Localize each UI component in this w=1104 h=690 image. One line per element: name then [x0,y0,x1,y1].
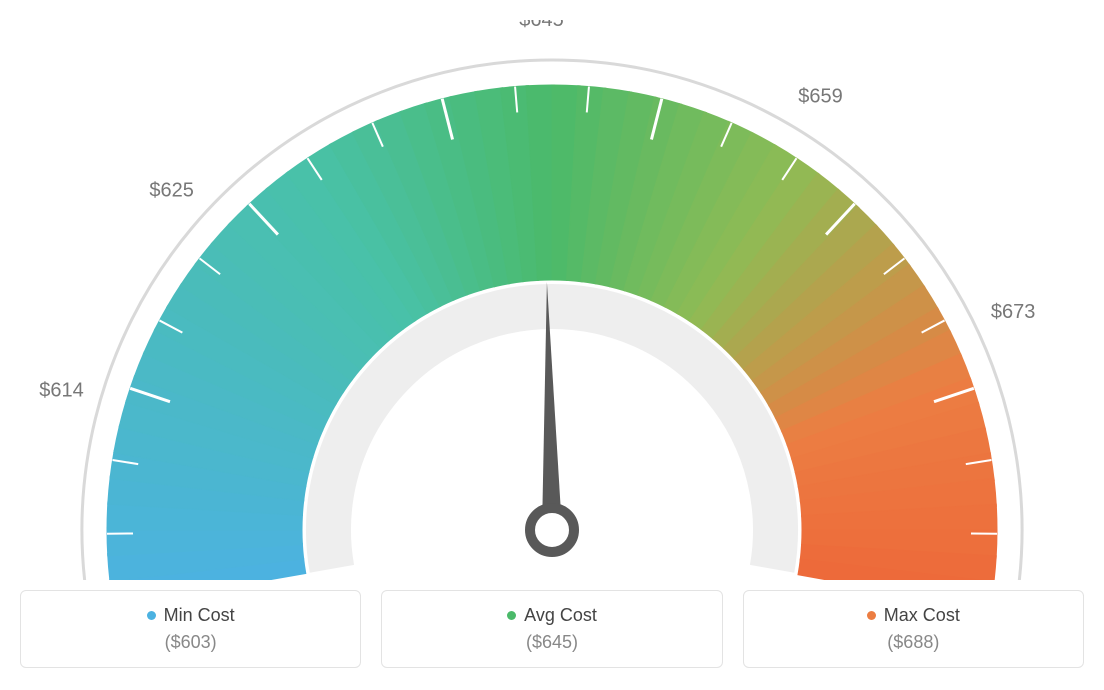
legend-label-min: Min Cost [164,605,235,626]
legend-value-min: ($603) [31,632,350,653]
legend-value-avg: ($645) [392,632,711,653]
cost-gauge: $603$614$625$645$659$673$688 [20,20,1084,580]
legend-card-avg: Avg Cost ($645) [381,590,722,668]
gauge-scale-label: $614 [39,379,84,401]
legend-card-min: Min Cost ($603) [20,590,361,668]
legend-label-max: Max Cost [884,605,960,626]
gauge-needle-hub [530,508,574,552]
gauge-scale-label: $659 [798,85,843,107]
gauge-scale-label: $673 [991,301,1036,323]
legend-dot-avg [507,611,516,620]
legend-card-max: Max Cost ($688) [743,590,1084,668]
gauge-scale-label: $645 [519,20,564,31]
legend-dot-min [147,611,156,620]
legend-row: Min Cost ($603) Avg Cost ($645) Max Cost… [20,590,1084,668]
legend-label-avg: Avg Cost [524,605,597,626]
legend-value-max: ($688) [754,632,1073,653]
gauge-svg: $603$614$625$645$659$673$688 [20,20,1084,580]
legend-dot-max [867,611,876,620]
gauge-scale-label: $625 [149,179,194,201]
